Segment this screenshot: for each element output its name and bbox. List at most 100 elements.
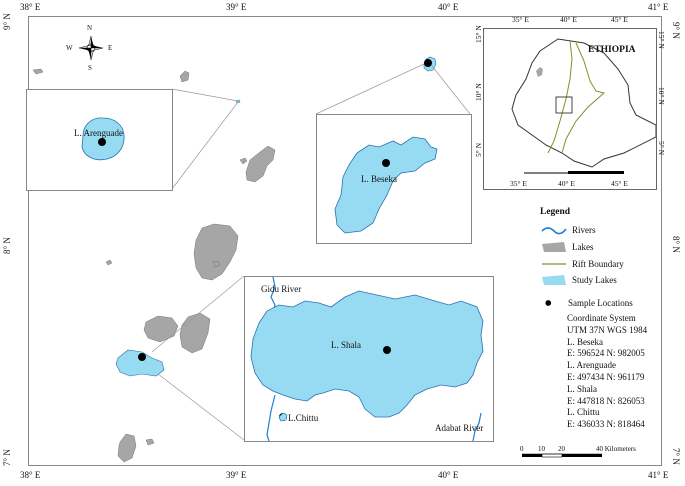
chittu-coords: E: 436033 N: 818464 (567, 419, 645, 430)
ethiopia-lake-tana (536, 67, 543, 77)
beseka-coords: E: 596524 N: 982005 (567, 348, 645, 359)
beseka-sample-point (382, 159, 390, 167)
beseka-lake-shape (334, 136, 438, 234)
eth-left-5: 5° N (474, 142, 483, 157)
legend-label-lakes: Lakes (572, 242, 594, 252)
legend-title: Legend (540, 207, 571, 217)
lake-abijata (179, 312, 211, 354)
legend-item-sample: Sample Locations (544, 296, 633, 310)
legend-item-lakes: Lakes (540, 240, 594, 254)
lake-langano (143, 315, 179, 343)
scale-tick-10: 10 (538, 445, 545, 453)
ethiopia-scale-bar (568, 171, 624, 174)
label-shala: L. Shala (331, 340, 361, 350)
gidu-river-lower (266, 394, 276, 441)
compass-e: E (108, 44, 113, 52)
lake-small-ziway (212, 260, 221, 268)
shala-small-sample-point (138, 353, 146, 361)
bottom-lon-40: 40° E (438, 470, 459, 480)
chittu-name: L. Chittu (567, 407, 600, 418)
lake-small-w1 (32, 68, 44, 75)
eth-bot-45: 45° E (611, 179, 628, 188)
inset-ethiopia: ETHIOPIA 35° E 40° E 45° E 35° E 40° E 4… (474, 15, 666, 190)
leader-beseka-2 (431, 65, 471, 115)
eth-top-45: 45° E (611, 15, 628, 24)
scale-tick-20: 20 (558, 445, 565, 453)
leader-shala-2 (157, 373, 245, 441)
inset-shala: L. Shala L.Chittu Gidu River Adabat Rive… (244, 276, 494, 442)
arenguade-name: L. Arenguade (567, 360, 616, 371)
beseka-name: L. Beseka (567, 336, 603, 347)
bottom-lon-38: 38° E (20, 470, 41, 480)
sample-point-icon (545, 300, 552, 306)
legend-item-study: Study Lakes (540, 273, 617, 287)
shala-lake-shape (250, 277, 484, 441)
leader-arenguade-2 (171, 101, 239, 190)
ethiopia-rift-boundary-2 (561, 42, 606, 154)
label-adabat-river: Adabat River (435, 423, 484, 433)
top-lon-39: 39° E (226, 2, 247, 12)
shala-sample-point (383, 346, 391, 354)
map-frame (28, 16, 662, 466)
rift-line-icon (542, 263, 566, 265)
lake-small-s1 (145, 438, 155, 446)
study-lake-shala-small (115, 349, 165, 377)
scale-tick-0: 0 (520, 445, 524, 453)
river-icon (541, 227, 567, 235)
legend-label-study: Study Lakes (572, 275, 617, 285)
shala-coords: E: 447818 N: 826053 (567, 395, 645, 406)
bottom-lon-39: 39° E (226, 470, 247, 480)
arenguade-sample-point (98, 138, 106, 146)
eth-top-40: 40° E (560, 15, 577, 24)
compass-n: N (87, 24, 93, 32)
lake-ziway (193, 223, 239, 281)
coord-system-value: UTM 37N WGS 1984 (567, 324, 648, 335)
shala-name: L. Shala (567, 383, 597, 394)
arenguade-coords: E: 497434 N: 961179 (567, 371, 645, 382)
ethiopia-outline (511, 38, 656, 174)
label-gidu-river: Gidu River (261, 284, 302, 294)
beseka-small-sample-point (424, 59, 432, 67)
top-lon-41: 41° E (648, 2, 669, 12)
ethiopia-study-area-box (555, 96, 573, 114)
eth-bot-35: 35° E (510, 179, 527, 188)
north-arrow-icon (78, 35, 104, 61)
coord-system-title: Coordinate System (567, 313, 636, 323)
eth-right-5: 5° N (657, 141, 666, 156)
compass-s: S (88, 64, 92, 72)
lake-ziway-area (245, 145, 276, 183)
legend-item-rivers: Rivers (540, 223, 596, 237)
legend-item-rift: Rift Boundary (540, 257, 624, 271)
inset-arenguade: L. Arenguade (26, 89, 173, 191)
bottom-lon-41: 41° E (648, 470, 669, 480)
eth-left-10: 10° N (474, 83, 483, 101)
eth-bot-40: 40° E (558, 179, 575, 188)
chittu-lake-outline (278, 412, 288, 422)
study-lake-icon (542, 275, 566, 285)
lake-small-c (239, 157, 248, 165)
legend-label-sample: Sample Locations (568, 298, 633, 308)
label-arenguade: L. Arenguade (74, 128, 123, 138)
legend-label-rivers: Rivers (572, 225, 596, 235)
ethiopia-title: ETHIOPIA (588, 45, 636, 55)
lake-small-s2 (105, 259, 113, 266)
ethiopia-rift-boundary-1 (547, 40, 573, 154)
coordinate-info: Coordinate System UTM 37N WGS 1984 L. Be… (567, 313, 647, 431)
adabat-river-line (472, 412, 482, 441)
scale-tick-40: 40 Kilometers (596, 445, 636, 453)
eth-right-15: 15° N (657, 31, 666, 49)
legend-label-rift: Rift Boundary (572, 259, 624, 269)
lake-awassa (117, 433, 137, 463)
eth-left-15: 15° N (474, 25, 483, 43)
inset-beseka: L. Beseka (316, 114, 472, 244)
top-lon-40: 40° E (438, 2, 459, 12)
top-lon-38: 38° E (20, 2, 41, 12)
leader-arenguade-1 (171, 88, 239, 102)
arenguade-lake-shape (81, 117, 125, 161)
leader-shala-1 (151, 275, 245, 353)
eth-right-10: 10° N (657, 87, 666, 105)
scale-bar (522, 453, 602, 458)
lake-icon (542, 242, 566, 252)
